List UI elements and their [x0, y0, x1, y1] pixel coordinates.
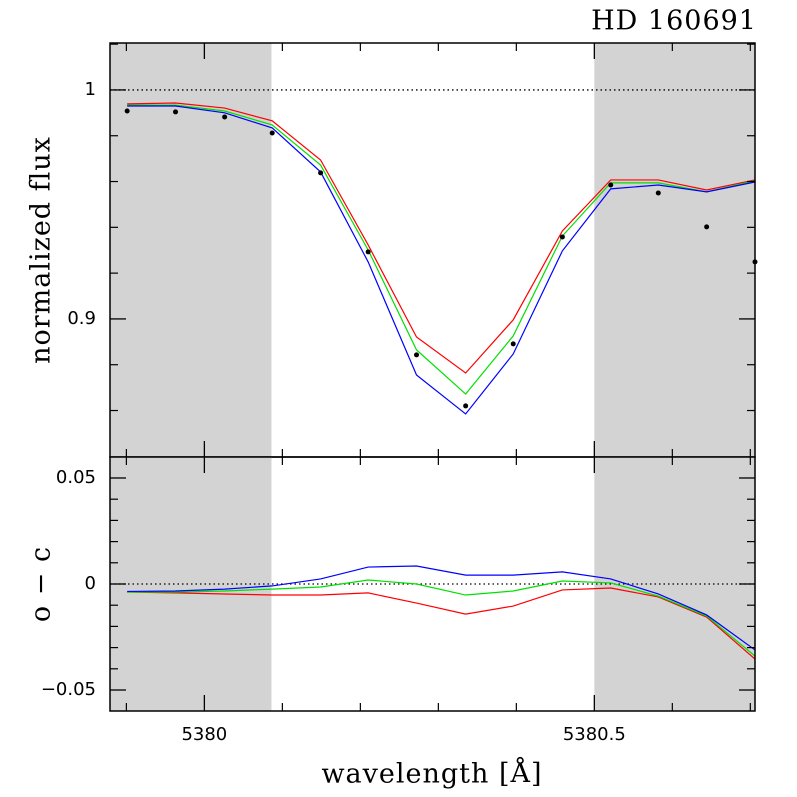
shaded-region	[110, 43, 272, 457]
y-axis-label: normalized flux	[26, 136, 57, 364]
chart-title: HD 160691	[591, 6, 757, 37]
y-axis-label: o − c	[26, 546, 57, 622]
data-point	[222, 114, 228, 120]
y-tick-label: 1	[85, 79, 96, 100]
data-point	[608, 182, 614, 188]
data-point	[318, 170, 324, 176]
x-tick-label: 5380	[181, 724, 227, 745]
model-line	[127, 105, 756, 415]
shaded-region	[594, 457, 755, 711]
data-point	[510, 341, 516, 347]
data-point	[124, 108, 130, 114]
model-line	[127, 587, 756, 660]
data-point	[414, 352, 420, 358]
data-point	[704, 224, 710, 230]
model-line	[127, 104, 756, 395]
shaded-region	[594, 43, 755, 457]
y-tick-label: −0.05	[41, 679, 96, 700]
data-point	[269, 130, 275, 136]
x-tick-label: 5380.5	[563, 724, 626, 745]
y-tick-label: 0	[85, 573, 96, 594]
data-point	[655, 190, 661, 196]
y-tick-label: 0.05	[56, 467, 96, 488]
data-point	[365, 249, 371, 255]
y-tick-label: 0.9	[67, 308, 96, 329]
data-point	[463, 403, 469, 409]
data-point	[559, 234, 565, 240]
x-axis-label: wavelength [Å]	[321, 757, 542, 790]
shaded-region	[110, 457, 272, 711]
data-point	[173, 109, 179, 115]
model-line	[127, 102, 756, 374]
model-line	[127, 565, 756, 651]
model-line	[127, 579, 756, 657]
